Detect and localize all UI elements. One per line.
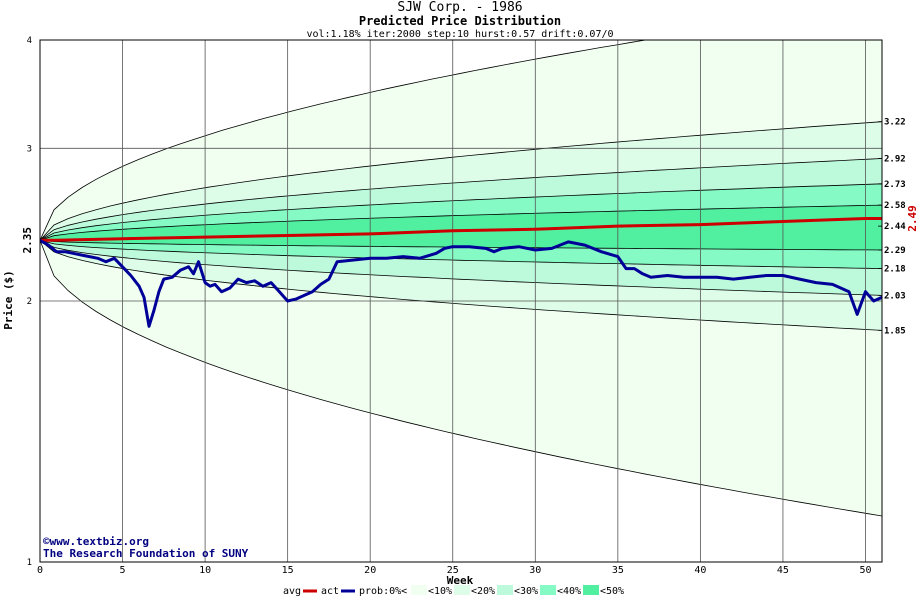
- legend-box-swatch: [497, 585, 513, 595]
- legend-label: <40%: [557, 586, 581, 597]
- legend-label: avg: [283, 586, 301, 597]
- legend-box-swatch: [540, 585, 556, 595]
- right-band-label: 3.22: [884, 118, 906, 128]
- end-actual-label: 2.49: [906, 205, 919, 232]
- legend-box-swatch: [583, 585, 599, 595]
- x-tick-label: 35: [612, 565, 624, 576]
- legend-label: <30%: [514, 586, 538, 597]
- right-band-label: 2.29: [884, 246, 906, 256]
- x-tick-label: 20: [364, 565, 376, 576]
- series-avg-line: [40, 217, 882, 242]
- x-tick-label: 50: [859, 565, 871, 576]
- right-band-label: 2.18: [884, 265, 906, 275]
- x-tick-label: 5: [120, 565, 126, 576]
- right-band-label: 2.58: [884, 201, 906, 211]
- y-tick-label: 3: [27, 144, 32, 154]
- legend-label: act: [321, 586, 339, 597]
- right-band-label: 1.85: [884, 326, 906, 336]
- x-tick-label: 10: [199, 565, 211, 576]
- right-band-label: 2.73: [884, 180, 906, 190]
- y-tick-label: 2: [27, 297, 32, 307]
- start-price-label: 2.35: [21, 227, 34, 254]
- legend-label: <50%: [600, 586, 624, 597]
- credit-site-text: www.textbiz.org: [50, 535, 149, 548]
- credit-org: The Research Foundation of SUNY: [43, 547, 249, 560]
- legend-box-swatch: [411, 585, 427, 595]
- x-tick-label: 40: [694, 565, 706, 576]
- legend-label: prob:0%<: [359, 586, 407, 597]
- x-tick-label: 0: [37, 565, 43, 576]
- right-band-label: 2.92: [884, 155, 906, 165]
- right-band-label: 2.44: [884, 222, 906, 232]
- y-tick-label: 4: [27, 36, 32, 46]
- x-axis-label: Week: [447, 574, 474, 587]
- copyright-icon: ©: [43, 535, 50, 548]
- right-band-label: 2.03: [884, 291, 906, 301]
- plot-frame: [39, 39, 883, 563]
- chart-subtitle: Predicted Price Distribution: [359, 14, 561, 28]
- axes: 0 5 10 15 20 25 30 35 40 45 50 1 2 3 4 2.35 2.49 3.22 2.92…: [21, 36, 919, 576]
- x-tick-label: 45: [777, 565, 789, 576]
- legend-box-swatch: [454, 585, 470, 595]
- x-tick-label: 30: [529, 565, 541, 576]
- probability-bands: [40, 40, 882, 517]
- y-axis-label: Price ($): [2, 270, 15, 330]
- chart-params: vol:1.18% iter:2000 step:10 hurst:0.57 d…: [306, 29, 613, 40]
- legend-label: <20%: [471, 586, 495, 597]
- series-lines: [40, 217, 882, 328]
- series-act-line: [40, 239, 882, 328]
- legend: avg act prob:0%< <10% <20% <30% <40% <50%: [283, 585, 624, 597]
- y-tick-label: 1: [27, 558, 32, 568]
- chart-title: SJW Corp. - 1986: [397, 0, 522, 15]
- x-tick-label: 25: [447, 565, 459, 576]
- credit-site: ©www.textbiz.org: [43, 535, 149, 548]
- band-5: [40, 204, 882, 251]
- x-tick-label: 15: [282, 565, 294, 576]
- legend-label: <10%: [428, 586, 452, 597]
